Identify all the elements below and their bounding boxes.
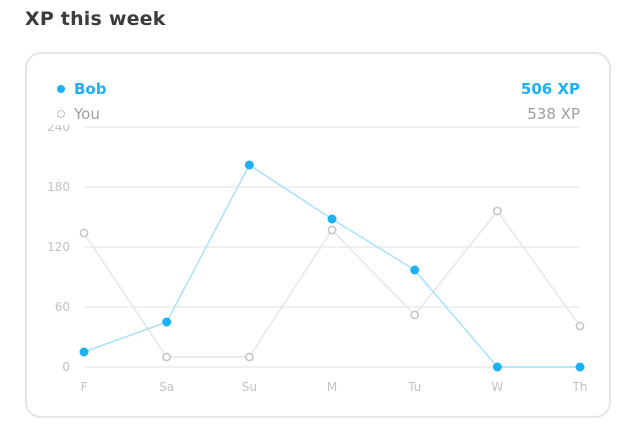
- legend-bob-name: Bob: [74, 80, 107, 98]
- bob-data-point[interactable]: [492, 362, 502, 372]
- x-tick-label: W: [491, 380, 503, 394]
- bob-data-point[interactable]: [244, 160, 254, 170]
- you-data-point[interactable]: [244, 352, 254, 362]
- legend-you-label-group: You: [57, 105, 100, 123]
- series-points: [79, 160, 585, 372]
- x-tick-label: Sa: [159, 380, 174, 394]
- you-data-point[interactable]: [492, 206, 502, 216]
- y-tick-label: 60: [55, 300, 70, 314]
- legend-you-xp: 538 XP: [527, 105, 580, 123]
- series-lines: [83, 164, 581, 368]
- x-tick-label: Su: [242, 380, 257, 394]
- y-tick-label: 180: [47, 180, 70, 194]
- bob-data-point[interactable]: [162, 317, 172, 327]
- x-tick-labels: F Sa Su M Tu W Th: [81, 380, 588, 394]
- y-tick-labels: 0 60 120 180 240: [47, 120, 70, 374]
- x-tick-label: Th: [572, 380, 588, 394]
- bob-series-line: [83, 164, 580, 368]
- you-dot-icon: [57, 110, 65, 118]
- y-tick-label: 0: [62, 360, 70, 374]
- bob-data-point[interactable]: [79, 347, 89, 357]
- bob-data-point[interactable]: [410, 265, 420, 275]
- you-data-point[interactable]: [162, 352, 172, 362]
- you-data-point[interactable]: [79, 228, 89, 238]
- bob-data-point[interactable]: [575, 362, 585, 372]
- grid-layer: [84, 126, 580, 368]
- page-title: XP this week: [25, 8, 166, 30]
- bob-data-point[interactable]: [327, 214, 337, 224]
- xp-chart-card: Bob 506 XP You 538 XP: [25, 52, 611, 418]
- legend-row-you: You 538 XP: [57, 104, 580, 124]
- y-tick-label: 120: [47, 240, 70, 254]
- x-tick-label: M: [327, 380, 337, 394]
- legend-you-name: You: [74, 105, 100, 123]
- you-data-point[interactable]: [327, 225, 337, 235]
- legend-bob-label-group: Bob: [57, 80, 106, 98]
- legend-bob-xp: 506 XP: [520, 80, 580, 98]
- legend-row-bob: Bob 506 XP: [57, 79, 580, 99]
- bob-dot-icon: [57, 85, 65, 93]
- x-tick-label: Tu: [407, 380, 421, 394]
- you-data-point[interactable]: [575, 321, 585, 331]
- x-tick-label: F: [81, 380, 88, 394]
- y-tick-label: 240: [47, 120, 70, 134]
- you-data-point[interactable]: [410, 310, 420, 320]
